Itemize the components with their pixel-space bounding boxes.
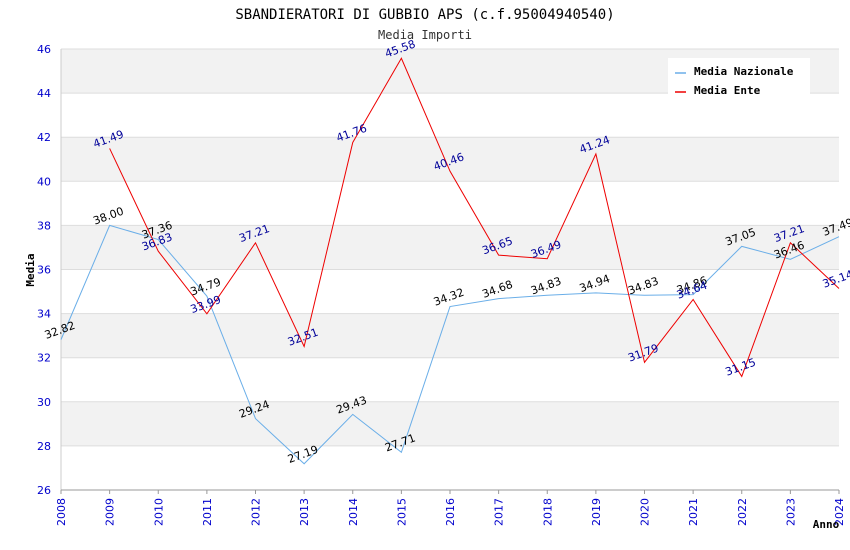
legend-label-media-ente: Media Ente [694,84,761,97]
band [61,313,839,358]
y-tick-label: 46 [37,43,51,56]
x-tick-label: 2022 [736,498,749,526]
x-tick-label: 2015 [395,498,408,526]
y-tick-label: 32 [37,352,51,365]
gridlines [61,48,839,491]
legend-label-media-nazionale: Media Nazionale [694,65,794,78]
y-axis-label: Media [24,253,37,286]
y-tick-label: 28 [37,440,51,453]
band [61,401,839,446]
band [61,137,839,182]
x-tick-label: 2017 [493,498,506,526]
y-tick-label: 26 [37,484,51,497]
series-line-media-nazionale [60,224,840,465]
chart-title: SBANDIERATORI DI GUBBIO APS (c.f.9500494… [235,7,614,23]
x-tick-label: 2024 [833,498,846,526]
x-tick-label: 2013 [298,498,311,526]
y-tick-labels: 26 28 30 32 34 36 38 40 42 44 46 [37,43,51,497]
x-tick-label: 2009 [104,498,117,526]
x-tick-label: 2010 [152,498,165,526]
y-tick-label: 36 [37,264,51,277]
x-tick-label: 2008 [55,498,68,526]
data-label: 34.94 [578,272,612,295]
x-tick-label: 2011 [201,498,214,526]
background-bands [61,49,839,446]
y-tick-label: 34 [37,308,51,321]
data-label: 34.83 [529,275,563,298]
band [61,225,839,270]
chart-subtitle: Media Importi [378,28,472,42]
y-tick-label: 42 [37,131,51,144]
x-axis-label: Anno [813,518,840,531]
x-tick-label: 2018 [541,498,554,526]
data-label: 34.68 [480,278,514,301]
series-line-media-ente [109,57,840,378]
axes [60,49,840,494]
y-tick-label: 40 [37,175,51,188]
y-tick-label: 38 [37,219,51,232]
data-label: 34.83 [626,275,660,298]
data-label: 38.00 [91,205,125,228]
legend-box [668,58,810,98]
series-lines [60,57,840,465]
y-tick-label: 44 [37,87,51,100]
x-tick-labels: 2008 2009 2010 2011 2012 2013 2014 2015 2016 2017… [55,498,846,526]
x-tick-label: 2016 [444,498,457,526]
legend: Media Nazionale Media Ente [668,58,810,98]
x-tick-label: 2021 [687,498,700,526]
x-tick-label: 2020 [639,498,652,526]
x-tick-label: 2014 [347,498,360,526]
y-tick-label: 30 [37,396,51,409]
x-tick-label: 2023 [784,498,797,526]
data-label: 35.14 [821,268,850,291]
x-tick-label: 2012 [250,498,263,526]
x-tick-label: 2019 [590,498,603,526]
